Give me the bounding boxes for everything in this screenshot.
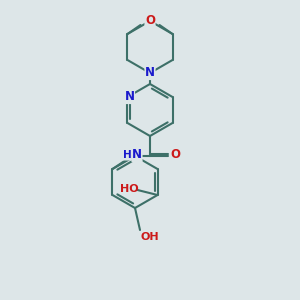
Text: HO: HO xyxy=(120,184,139,194)
Text: N: N xyxy=(124,91,134,103)
Text: O: O xyxy=(170,148,180,161)
Text: N: N xyxy=(145,67,155,80)
Text: OH: OH xyxy=(141,232,159,242)
Text: H: H xyxy=(123,150,131,160)
Text: O: O xyxy=(145,14,155,28)
Text: N: N xyxy=(132,148,142,161)
